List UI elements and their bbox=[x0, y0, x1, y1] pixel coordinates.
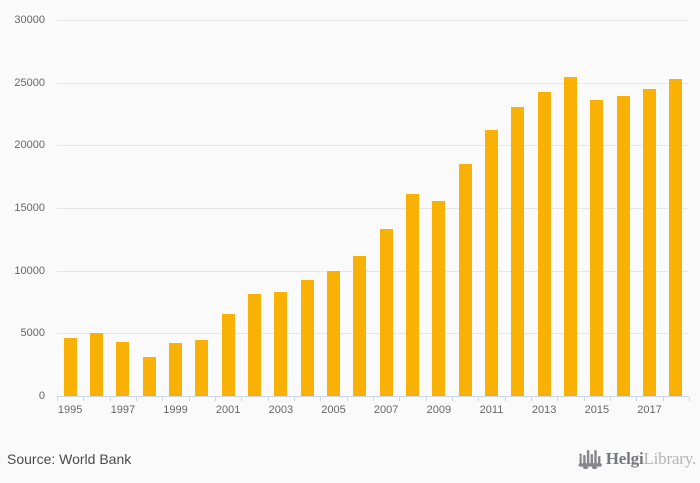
bar-2004[interactable] bbox=[300, 280, 314, 396]
x-axis-label-1995: 1995 bbox=[57, 404, 83, 416]
bar-2010[interactable] bbox=[458, 163, 472, 396]
x-tick bbox=[188, 397, 190, 401]
y-axis-label-20000: 20000 bbox=[14, 139, 45, 152]
helgi-library-logo[interactable]: HelgiLibrary. bbox=[578, 446, 696, 471]
x-tick bbox=[162, 397, 164, 401]
x-tick bbox=[399, 397, 401, 401]
x-axis-label-2007: 2007 bbox=[373, 404, 399, 416]
gridline-15000 bbox=[57, 208, 689, 209]
y-axis-label-5000: 5000 bbox=[20, 327, 45, 340]
x-axis-label-1997: 1997 bbox=[110, 404, 136, 416]
x-tick bbox=[346, 397, 348, 401]
y-axis-label-15000: 15000 bbox=[14, 202, 45, 214]
bar-2000[interactable] bbox=[195, 339, 209, 396]
bar-1998[interactable] bbox=[142, 357, 156, 396]
y-axis-label-10000: 10000 bbox=[14, 264, 45, 277]
x-tick bbox=[136, 397, 137, 401]
bar-2014[interactable] bbox=[564, 76, 577, 396]
x-axis-label-1999: 1999 bbox=[163, 404, 188, 416]
y-axis-label-30000: 30000 bbox=[14, 14, 45, 26]
bar-2003[interactable] bbox=[274, 291, 288, 396]
logo-wordmark: HelgiLibrary. bbox=[606, 446, 696, 471]
x-tick bbox=[478, 397, 480, 401]
gridline-10000 bbox=[57, 270, 689, 272]
x-axis-label-2015: 2015 bbox=[584, 404, 610, 416]
x-tick bbox=[452, 397, 453, 401]
bar-2016[interactable] bbox=[616, 96, 630, 396]
bar-2002[interactable] bbox=[248, 293, 261, 396]
logo-text-helgi: Helgi bbox=[605, 449, 644, 468]
x-tick bbox=[425, 397, 427, 401]
bar-2018[interactable] bbox=[669, 78, 683, 396]
x-tick bbox=[689, 397, 690, 401]
x-tick bbox=[215, 397, 216, 401]
bar-1997[interactable] bbox=[116, 341, 130, 396]
plot-area bbox=[57, 20, 689, 397]
x-axis-label-2017: 2017 bbox=[637, 404, 662, 416]
x-axis-label-2011: 2011 bbox=[479, 404, 504, 416]
x-tick bbox=[557, 397, 559, 401]
gridline-25000 bbox=[57, 82, 689, 84]
source-label: Source: World Bank bbox=[7, 451, 132, 467]
bar-2006[interactable] bbox=[353, 256, 367, 396]
bar-2017[interactable] bbox=[643, 88, 656, 396]
y-axis-label-0: 0 bbox=[38, 390, 45, 402]
bar-2005[interactable] bbox=[327, 270, 340, 396]
gridline-5000 bbox=[57, 333, 689, 335]
y-axis-label-25000: 25000 bbox=[14, 76, 45, 89]
x-tick bbox=[531, 397, 532, 401]
bar-2013[interactable] bbox=[537, 91, 551, 396]
bar-2015[interactable] bbox=[590, 100, 604, 396]
x-tick bbox=[320, 397, 322, 401]
bar-1995[interactable] bbox=[63, 338, 77, 396]
x-axis-label-2013: 2013 bbox=[531, 404, 557, 416]
x-tick bbox=[109, 397, 111, 401]
x-tick bbox=[83, 397, 85, 401]
bar-1999[interactable] bbox=[169, 343, 182, 396]
bar-2007[interactable] bbox=[379, 228, 393, 396]
x-tick bbox=[636, 397, 638, 401]
x-axis-label-2001: 2001 bbox=[215, 404, 241, 416]
bar-2009[interactable] bbox=[432, 201, 446, 396]
bar-1996[interactable] bbox=[90, 333, 103, 396]
x-tick bbox=[241, 397, 243, 401]
bar-2001[interactable] bbox=[221, 313, 235, 396]
x-tick bbox=[57, 397, 58, 401]
x-tick bbox=[662, 397, 664, 401]
x-tick bbox=[294, 397, 295, 401]
gridline-20000 bbox=[57, 145, 689, 147]
x-axis-label-2003: 2003 bbox=[268, 404, 294, 416]
logo-text-library: Library. bbox=[643, 449, 696, 468]
x-tick bbox=[373, 397, 374, 401]
x-tick bbox=[610, 397, 611, 401]
bar-2008[interactable] bbox=[406, 193, 419, 396]
bar-2011[interactable] bbox=[485, 129, 498, 396]
gridline-30000 bbox=[57, 20, 689, 21]
x-axis-label-2009: 2009 bbox=[426, 404, 452, 416]
bar-2012[interactable] bbox=[511, 107, 525, 396]
x-tick bbox=[504, 397, 506, 401]
bar-chart-logo-icon bbox=[578, 449, 602, 469]
x-tick bbox=[583, 397, 585, 401]
x-tick bbox=[267, 397, 269, 401]
x-axis-label-2005: 2005 bbox=[321, 404, 346, 416]
